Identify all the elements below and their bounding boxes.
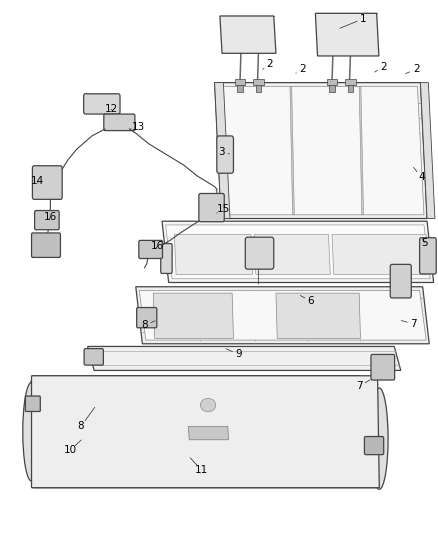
Bar	[329, 85, 335, 92]
FancyBboxPatch shape	[25, 396, 40, 411]
Text: 14: 14	[31, 176, 44, 186]
FancyBboxPatch shape	[35, 211, 59, 230]
Bar	[253, 79, 264, 85]
Ellipse shape	[371, 388, 388, 489]
FancyBboxPatch shape	[390, 264, 411, 298]
Bar	[327, 79, 337, 85]
Text: 7: 7	[410, 319, 417, 329]
Ellipse shape	[200, 399, 215, 411]
Text: 5: 5	[421, 238, 428, 247]
Text: 9: 9	[235, 350, 242, 359]
FancyBboxPatch shape	[420, 238, 436, 274]
Ellipse shape	[23, 383, 40, 481]
Polygon shape	[153, 293, 233, 338]
Text: 2: 2	[299, 64, 306, 74]
Text: 8: 8	[141, 320, 148, 330]
Bar	[345, 79, 356, 85]
Polygon shape	[215, 83, 230, 219]
Text: 2: 2	[413, 64, 420, 74]
Polygon shape	[188, 426, 229, 440]
Polygon shape	[136, 287, 429, 344]
Text: 16: 16	[151, 241, 164, 251]
Polygon shape	[315, 13, 379, 56]
Polygon shape	[88, 346, 401, 370]
Text: 10: 10	[64, 446, 77, 455]
Text: 7: 7	[356, 382, 363, 391]
Text: 3: 3	[218, 147, 225, 157]
Polygon shape	[32, 376, 379, 488]
Polygon shape	[276, 293, 360, 338]
Polygon shape	[139, 290, 426, 340]
Text: 11: 11	[195, 465, 208, 475]
FancyBboxPatch shape	[199, 193, 224, 222]
FancyBboxPatch shape	[32, 166, 62, 199]
Text: 13: 13	[131, 122, 145, 132]
Text: 1: 1	[360, 14, 367, 23]
FancyBboxPatch shape	[245, 237, 274, 269]
Text: 2: 2	[266, 59, 273, 69]
Polygon shape	[218, 86, 424, 215]
FancyBboxPatch shape	[371, 354, 395, 380]
Text: 2: 2	[380, 62, 387, 71]
Polygon shape	[420, 83, 435, 219]
Text: 6: 6	[307, 296, 314, 306]
Bar	[237, 85, 243, 92]
Polygon shape	[220, 16, 276, 53]
Polygon shape	[254, 235, 330, 274]
Polygon shape	[28, 376, 377, 390]
Bar	[256, 85, 261, 92]
Text: 12: 12	[105, 104, 118, 114]
Polygon shape	[332, 235, 428, 274]
Polygon shape	[162, 221, 434, 282]
FancyBboxPatch shape	[139, 240, 162, 259]
Polygon shape	[290, 86, 294, 215]
Polygon shape	[359, 86, 364, 215]
Polygon shape	[166, 225, 430, 279]
Text: 8: 8	[78, 422, 85, 431]
FancyBboxPatch shape	[32, 233, 60, 257]
FancyBboxPatch shape	[161, 244, 172, 273]
Polygon shape	[28, 390, 381, 488]
Bar	[235, 79, 245, 85]
FancyBboxPatch shape	[137, 308, 157, 328]
Bar	[348, 85, 353, 92]
FancyBboxPatch shape	[217, 136, 233, 173]
Text: 16: 16	[44, 212, 57, 222]
FancyBboxPatch shape	[84, 94, 120, 114]
FancyBboxPatch shape	[364, 437, 384, 455]
Polygon shape	[174, 235, 253, 274]
FancyBboxPatch shape	[104, 114, 135, 131]
Polygon shape	[215, 83, 427, 219]
Text: 15: 15	[217, 205, 230, 214]
Text: 4: 4	[418, 172, 425, 182]
FancyBboxPatch shape	[84, 349, 103, 365]
